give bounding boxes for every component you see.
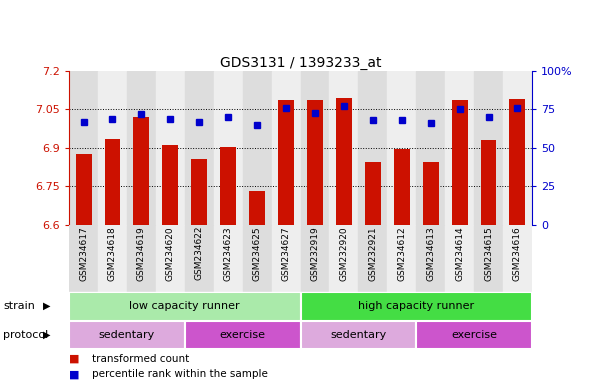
Bar <box>300 321 416 349</box>
Bar <box>220 147 236 225</box>
Text: GSM234622: GSM234622 <box>195 226 204 280</box>
Bar <box>416 71 445 225</box>
Bar <box>481 140 496 225</box>
Bar <box>445 225 474 292</box>
Text: GSM234612: GSM234612 <box>397 226 406 281</box>
Text: sedentary: sedentary <box>330 330 386 340</box>
Text: GSM234616: GSM234616 <box>513 226 522 281</box>
Bar <box>358 225 387 292</box>
Text: high capacity runner: high capacity runner <box>358 301 474 311</box>
Bar <box>365 162 381 225</box>
Bar <box>185 71 214 225</box>
Bar <box>156 71 185 225</box>
Bar <box>510 99 525 225</box>
Text: GSM234625: GSM234625 <box>252 226 261 281</box>
Text: GSM234618: GSM234618 <box>108 226 117 281</box>
Bar <box>336 98 352 225</box>
Bar <box>127 225 156 292</box>
Text: ■: ■ <box>69 369 79 379</box>
Bar <box>445 71 474 225</box>
Text: GSM234614: GSM234614 <box>455 226 464 281</box>
Bar <box>105 139 120 225</box>
Bar <box>278 101 294 225</box>
Text: ▶: ▶ <box>43 301 50 311</box>
Bar <box>387 225 416 292</box>
Bar <box>156 225 185 292</box>
Text: GSM234613: GSM234613 <box>426 226 435 281</box>
Text: low capacity runner: low capacity runner <box>129 301 240 311</box>
Text: ■: ■ <box>69 354 79 364</box>
Text: GSM232919: GSM232919 <box>311 226 320 281</box>
Bar <box>474 71 503 225</box>
Bar <box>69 71 98 225</box>
Bar <box>162 145 178 225</box>
Bar <box>394 149 410 225</box>
Text: sedentary: sedentary <box>99 330 155 340</box>
Bar <box>329 225 358 292</box>
Bar <box>133 117 150 225</box>
Text: GSM234615: GSM234615 <box>484 226 493 281</box>
Text: GSM234620: GSM234620 <box>166 226 175 281</box>
Bar <box>127 71 156 225</box>
Bar <box>185 321 300 349</box>
Bar <box>451 101 468 225</box>
Bar <box>423 162 439 225</box>
Text: ▶: ▶ <box>43 330 50 340</box>
Bar <box>503 225 532 292</box>
Text: GSM234627: GSM234627 <box>281 226 290 281</box>
Text: GSM234623: GSM234623 <box>224 226 233 281</box>
Bar <box>191 159 207 225</box>
Bar <box>272 225 300 292</box>
Bar <box>416 321 532 349</box>
Bar <box>185 225 214 292</box>
Bar <box>249 191 265 225</box>
Bar <box>300 71 329 225</box>
Bar <box>243 225 272 292</box>
Bar <box>272 71 300 225</box>
Bar <box>300 225 329 292</box>
Bar <box>69 292 300 321</box>
Text: GSM232920: GSM232920 <box>340 226 349 281</box>
Bar <box>69 225 98 292</box>
Bar <box>387 71 416 225</box>
Text: GSM234619: GSM234619 <box>137 226 146 281</box>
Text: strain: strain <box>3 301 35 311</box>
Bar <box>98 225 127 292</box>
Text: percentile rank within the sample: percentile rank within the sample <box>92 369 268 379</box>
Bar <box>69 321 185 349</box>
Text: protocol: protocol <box>3 330 48 340</box>
Bar <box>214 225 243 292</box>
Bar <box>243 71 272 225</box>
Bar <box>300 292 532 321</box>
Text: exercise: exercise <box>219 330 266 340</box>
Title: GDS3131 / 1393233_at: GDS3131 / 1393233_at <box>220 56 381 70</box>
Text: exercise: exercise <box>451 330 497 340</box>
Bar <box>329 71 358 225</box>
Bar <box>503 71 532 225</box>
Bar <box>358 71 387 225</box>
Text: GSM232921: GSM232921 <box>368 226 377 281</box>
Bar <box>474 225 503 292</box>
Bar <box>416 225 445 292</box>
Text: transformed count: transformed count <box>92 354 189 364</box>
Bar <box>98 71 127 225</box>
Bar <box>214 71 243 225</box>
Text: GSM234617: GSM234617 <box>79 226 88 281</box>
Bar <box>307 101 323 225</box>
Bar <box>76 154 91 225</box>
